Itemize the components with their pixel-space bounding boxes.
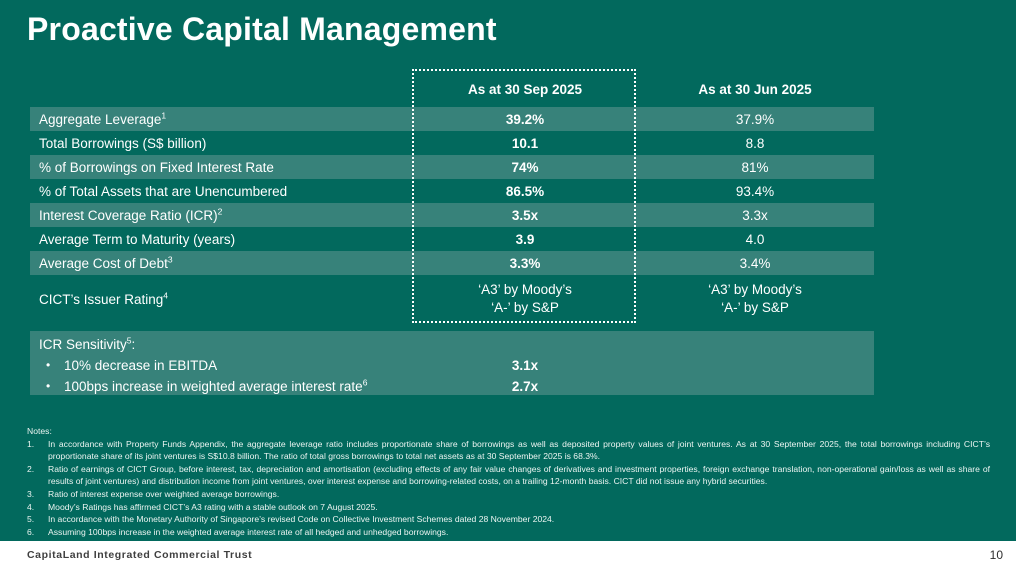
row-value-jun: 3.3x	[742, 207, 768, 223]
row-value-sep: 86.5%	[505, 183, 545, 199]
table-row-fixed-interest-rate: % of Borrowings on Fixed Interest Rate 7…	[30, 155, 874, 179]
table-row-issuer-rating: CICT’s Issuer Rating4 ‘A3’ by Moody’s ‘A…	[30, 275, 874, 323]
icr-item-interest-rate: • 100bps increase in weighted average in…	[30, 377, 874, 394]
note-item-5: 5. In accordance with the Monetary Autho…	[27, 514, 555, 525]
row-value-jun: 8.8	[745, 135, 765, 151]
table-row-unencumbered-assets: % of Total Assets that are Unencumbered …	[30, 179, 874, 203]
table-row-interest-coverage-ratio: Interest Coverage Ratio (ICR)2 3.5x 3.3x	[30, 203, 874, 227]
table-row-total-borrowings: Total Borrowings (S$ billion) 10.1 8.8	[30, 131, 874, 155]
notes-section: Notes: 1. In accordance with Property Fu…	[27, 425, 990, 538]
footer-company-name: CapitaLand Integrated Commercial Trust	[27, 549, 253, 561]
table-header-row: As at 30 Sep 2025 As at 30 Jun 2025	[30, 71, 874, 107]
table-row-aggregate-leverage: Aggregate Leverage1 39.2% 37.9%	[30, 107, 874, 131]
row-value-sep: 10.1	[511, 135, 539, 151]
row-label: Total Borrowings (S$ billion)	[39, 135, 207, 151]
row-value-sep: 39.2%	[505, 111, 545, 127]
row-value-sep: ‘A3’ by Moody’s ‘A-’ by S&P	[478, 282, 572, 315]
row-value-jun: 4.0	[745, 231, 765, 247]
icr-item-text: 10% decrease in EBITDA	[64, 358, 218, 373]
header-as-at-30-jun-2025: As at 30 Jun 2025	[698, 81, 812, 97]
icr-sensitivity-block: ICR Sensitivity5: • 10% decrease in EBIT…	[30, 331, 874, 395]
bullet-icon: •	[46, 358, 51, 372]
icr-sensitivity-heading: ICR Sensitivity5:	[39, 335, 136, 352]
table-row-average-cost-of-debt: Average Cost of Debt3 3.3% 3.4%	[30, 251, 874, 275]
row-label: Interest Coverage Ratio (ICR)2	[39, 206, 223, 223]
row-value-sep: 3.3%	[509, 255, 541, 271]
slide-footer: CapitaLand Integrated Commercial Trust 1…	[0, 541, 1016, 569]
icr-item-value: 3.1x	[511, 358, 539, 373]
note-item-2: 2. Ratio of earnings of CICT Group, befo…	[27, 463, 990, 487]
row-value-jun: 3.4%	[739, 255, 771, 271]
row-value-sep: 74%	[511, 159, 539, 175]
row-value-sep: 3.5x	[511, 207, 539, 223]
row-label: % of Borrowings on Fixed Interest Rate	[39, 159, 274, 175]
note-item-1: 1. In accordance with Property Funds App…	[27, 438, 990, 462]
table-row-average-term-to-maturity: Average Term to Maturity (years) 3.9 4.0	[30, 227, 874, 251]
page-title: Proactive Capital Management	[27, 11, 497, 47]
row-value-jun: ‘A3’ by Moody’s ‘A-’ by S&P	[708, 282, 802, 315]
row-value-jun: 37.9%	[735, 111, 775, 127]
icr-item-text: 100bps increase in weighted average inte…	[64, 377, 368, 394]
note-item-3: 3. Ratio of interest expense over weight…	[27, 488, 280, 499]
bullet-icon: •	[46, 379, 51, 393]
note-item-6: 6. Assuming 100bps increase in the weigh…	[27, 526, 449, 537]
capital-management-table: As at 30 Sep 2025 As at 30 Jun 2025 Aggr…	[30, 71, 874, 323]
icr-item-value: 2.7x	[511, 379, 539, 394]
row-label: CICT’s Issuer Rating4	[39, 290, 169, 307]
row-label: Average Term to Maturity (years)	[39, 231, 236, 247]
row-value-jun: 93.4%	[735, 183, 775, 199]
notes-title: Notes:	[27, 426, 52, 436]
header-as-at-30-sep-2025: As at 30 Sep 2025	[467, 81, 583, 97]
row-value-sep: 3.9	[515, 231, 535, 247]
row-label: % of Total Assets that are Unencumbered	[39, 183, 288, 199]
page-number: 10	[989, 548, 1003, 562]
row-value-jun: 81%	[741, 159, 769, 175]
note-item-4: 4. Moody’s Ratings has affirmed CICT’s A…	[27, 501, 378, 512]
row-label: Aggregate Leverage1	[39, 110, 167, 127]
icr-item-ebitda: • 10% decrease in EBITDA 3.1x	[30, 358, 874, 373]
row-label: Average Cost of Debt3	[39, 254, 173, 271]
